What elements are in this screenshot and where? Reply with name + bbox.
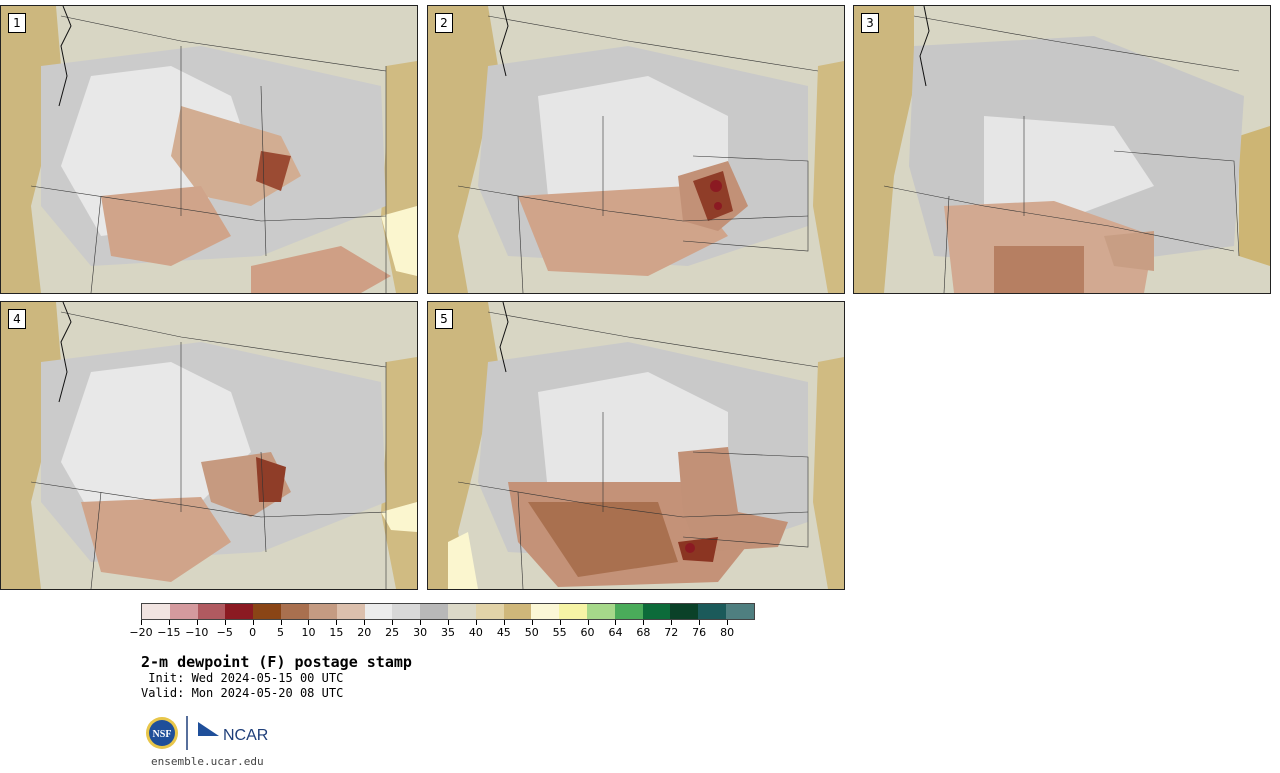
dewpoint-map-4: [1, 302, 417, 589]
colorbar-tick-label: 55: [552, 626, 567, 639]
colorbar-segment: [475, 604, 504, 619]
map-panel-3: 3: [853, 5, 1271, 294]
panel-number: 4: [8, 309, 26, 329]
colorbar-tick: [364, 620, 366, 625]
dewpoint-colorbar: [141, 603, 755, 620]
colorbar-segment: [197, 604, 226, 619]
colorbar-tick: [308, 620, 310, 625]
colorbar-tick: [475, 620, 477, 625]
colorbar-tick-label: −10: [185, 626, 209, 639]
colorbar-tick: [336, 620, 338, 625]
dewpoint-map-2: [428, 6, 844, 293]
colorbar-tick: [141, 620, 142, 625]
colorbar-tick: [699, 620, 701, 625]
map-panel-4: 4: [0, 301, 418, 590]
colorbar-tick-label: 72: [664, 626, 679, 639]
panel-number: 2: [435, 13, 453, 33]
dewpoint-map-5: [428, 302, 844, 589]
colorbar-tick-label: 40: [468, 626, 483, 639]
logos: NSF NCAR: [145, 714, 275, 752]
colorbar-tick: [587, 620, 589, 625]
ncar-logo-text: NCAR: [223, 727, 268, 744]
colorbar-segment: [726, 604, 754, 619]
colorbar-tick-label: 64: [608, 626, 623, 639]
panel-number: 5: [435, 309, 453, 329]
colorbar-segment: [169, 604, 198, 619]
colorbar-tick: [643, 620, 645, 625]
colorbar-tick-label: 30: [413, 626, 428, 639]
colorbar-segment: [587, 604, 615, 619]
colorbar-tick-label: −15: [157, 626, 181, 639]
colorbar-tick-label: 35: [441, 626, 455, 639]
colorbar-tick: [280, 620, 282, 625]
colorbar-segment: [225, 604, 254, 619]
colorbar-tick-label: 60: [580, 626, 595, 639]
colorbar-tick: [531, 620, 533, 625]
colorbar-tick: [559, 620, 561, 625]
figure-title: 2-m dewpoint (F) postage stamp: [141, 653, 412, 671]
colorbar-segment: [420, 604, 448, 619]
colorbar-tick: [224, 620, 226, 625]
colorbar-tick: [503, 620, 505, 625]
init-time: Init: Wed 2024-05-15 00 UTC: [141, 671, 344, 685]
dewpoint-map-3: [854, 6, 1270, 293]
colorbar-tick: [196, 620, 198, 625]
colorbar-tick-label: −20: [129, 626, 153, 639]
colorbar-segment: [392, 604, 421, 619]
colorbar-tick: [671, 620, 673, 625]
nsf-logo-text: NSF: [153, 729, 172, 740]
colorbar-segment: [614, 604, 643, 619]
colorbar-tick-label: 5: [277, 626, 285, 639]
valid-time: Valid: Mon 2024-05-20 08 UTC: [141, 686, 344, 700]
colorbar-tick-label: 68: [636, 626, 651, 639]
dewpoint-map-1: [1, 6, 417, 293]
colorbar-tick-label: 25: [385, 626, 400, 639]
colorbar-tick: [727, 620, 729, 625]
panel-number: 3: [861, 13, 879, 33]
colorbar-tick-label: 10: [301, 626, 316, 639]
colorbar-segment: [364, 604, 393, 619]
colorbar-segment: [308, 604, 337, 619]
colorbar-segment: [503, 604, 532, 619]
colorbar-tick-label: 50: [524, 626, 539, 639]
colorbar-tick: [448, 620, 449, 625]
colorbar-segment: [698, 604, 727, 619]
colorbar-tick-label: 45: [496, 626, 511, 639]
colorbar-segment: [336, 604, 365, 619]
colorbar-tick: [252, 620, 254, 625]
colorbar-segment: [670, 604, 699, 619]
colorbar-segment: [559, 604, 587, 619]
colorbar-segment: [253, 604, 282, 619]
colorbar-ticks: −20 −15 −10 −5 0 5 10 15 20 25 30 35 40 45 50 55 60 64 68 7…: [129, 620, 755, 642]
colorbar-tick: [420, 620, 422, 625]
colorbar-tick-label: 76: [692, 626, 707, 639]
colorbar-segment: [281, 604, 309, 619]
site-url: ensemble.ucar.edu: [151, 755, 264, 768]
colorbar-tick-label: −5: [216, 626, 233, 639]
colorbar-segment: [531, 604, 560, 619]
map-panel-5: 5: [427, 301, 845, 590]
colorbar-tick: [615, 620, 617, 625]
colorbar-segment: [142, 604, 170, 619]
colorbar-segment: [447, 604, 476, 619]
nsf-ncar-logo: NSF NCAR: [146, 716, 268, 750]
colorbar-tick-label: 15: [329, 626, 344, 639]
colorbar-tick-label: 0: [249, 626, 257, 639]
colorbar-tick-label: 80: [720, 626, 735, 639]
colorbar-tick: [392, 620, 394, 625]
colorbar-tick: [168, 620, 170, 625]
colorbar-segment: [642, 604, 671, 619]
map-panel-1: 1: [0, 5, 418, 294]
map-panel-2: 2: [427, 5, 845, 294]
colorbar-tick-label: 20: [357, 626, 372, 639]
panel-number: 1: [8, 13, 26, 33]
